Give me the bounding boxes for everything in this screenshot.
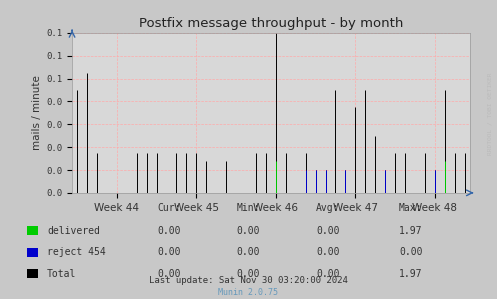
Text: 0.00: 0.00 (237, 247, 260, 257)
Text: Last update: Sat Nov 30 03:20:00 2024: Last update: Sat Nov 30 03:20:00 2024 (149, 276, 348, 285)
Text: Avg:: Avg: (316, 203, 340, 213)
Text: reject 454: reject 454 (47, 247, 106, 257)
Text: Max:: Max: (399, 203, 422, 213)
Text: Cur:: Cur: (157, 203, 181, 213)
Text: Munin 2.0.75: Munin 2.0.75 (219, 289, 278, 298)
Text: 0.00: 0.00 (157, 247, 181, 257)
Text: delivered: delivered (47, 226, 100, 236)
Text: Total: Total (47, 269, 77, 279)
Text: RRDTOOL / TOBI OETIKER: RRDTOOL / TOBI OETIKER (487, 72, 492, 155)
Title: Postfix message throughput - by month: Postfix message throughput - by month (139, 17, 403, 30)
Text: 0.00: 0.00 (316, 247, 340, 257)
Y-axis label: mails / minute: mails / minute (32, 75, 42, 150)
Text: 0.00: 0.00 (157, 226, 181, 236)
Text: 0.00: 0.00 (237, 226, 260, 236)
Text: 1.97: 1.97 (399, 226, 422, 236)
Text: 0.00: 0.00 (399, 247, 422, 257)
Text: 1.97: 1.97 (399, 269, 422, 279)
Text: 0.00: 0.00 (316, 269, 340, 279)
Text: 0.00: 0.00 (237, 269, 260, 279)
Text: 0.00: 0.00 (157, 269, 181, 279)
Text: Min:: Min: (237, 203, 260, 213)
Text: 0.00: 0.00 (316, 226, 340, 236)
